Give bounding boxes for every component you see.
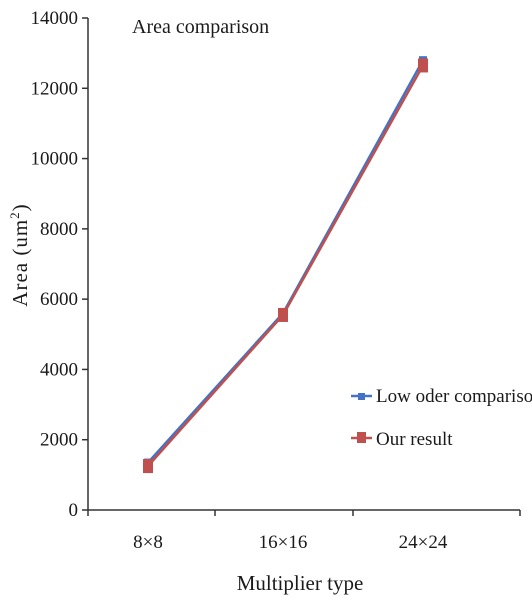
y-tick-label: 8000	[40, 219, 78, 240]
y-tick-label: 0	[69, 500, 79, 521]
y-axis-title-close: )	[8, 203, 32, 211]
legend-label-our-result: Our result	[376, 429, 453, 450]
data-point-our-result	[278, 307, 288, 322]
legend-label-low-oder-comparison: Low oder comparison	[376, 386, 532, 407]
legend-item-low-oder-comparison: Low oder comparison	[351, 386, 532, 407]
x-tick-label: 8×8	[133, 532, 163, 553]
y-axis-title-main: Area (um	[8, 219, 32, 307]
x-axis-ticks: 8×8 16×16 24×24	[87, 510, 521, 553]
plot-frame	[87, 18, 520, 511]
y-tick-label: 10000	[31, 149, 79, 170]
x-axis-title: Multiplier type	[237, 571, 364, 595]
legend: Low oder comparison Our result	[351, 386, 532, 450]
series-layer	[143, 56, 428, 474]
y-axis-title: Area (um2)	[7, 203, 32, 306]
legend-item-our-result: Our result	[351, 429, 453, 450]
data-point-our-result	[143, 459, 153, 474]
y-tick-label: 12000	[31, 78, 79, 99]
y-axis-ticks: 0 2000 4000 6000 8000 10000 12000 14000	[31, 8, 88, 521]
y-axis-title-superscript: 2	[7, 211, 22, 219]
y-tick-label: 4000	[40, 359, 78, 380]
y-tick-label: 2000	[40, 430, 78, 451]
legend-swatch-marker-low-oder-comparison	[358, 393, 365, 400]
y-tick-label: 14000	[31, 8, 79, 29]
chart-title: Area comparison	[132, 16, 269, 38]
legend-swatch-marker-our-result	[357, 432, 366, 443]
y-tick-label: 6000	[40, 289, 78, 310]
data-point-our-result	[418, 58, 428, 73]
x-tick-label: 24×24	[399, 532, 448, 553]
x-tick-label: 16×16	[259, 532, 308, 553]
